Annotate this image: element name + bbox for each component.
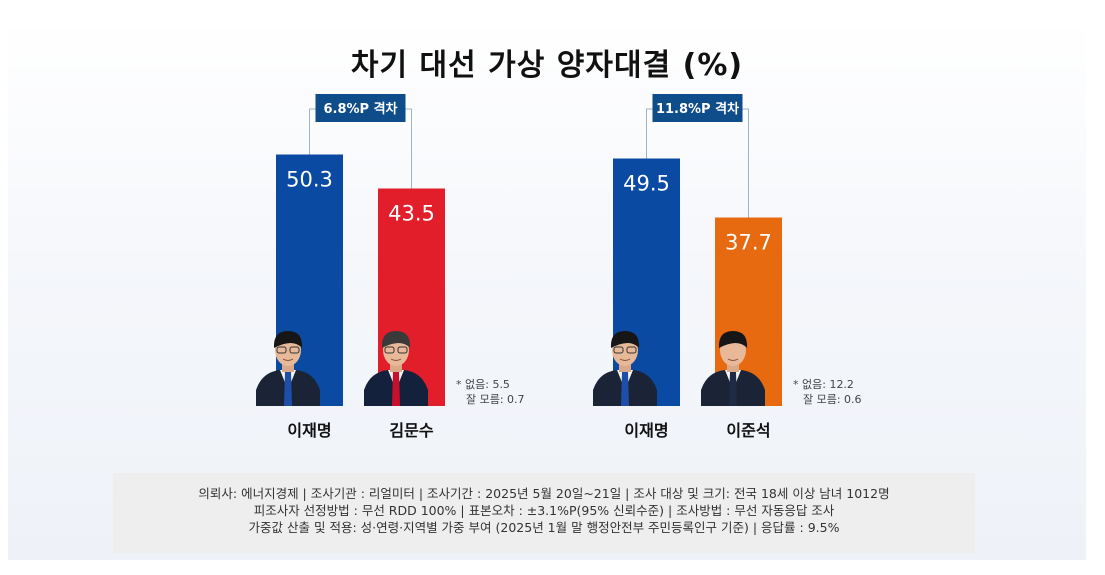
candidate-name-label-group1-2: 김문수: [389, 421, 433, 440]
survey-methodology-box: 의뢰사: 에너지경제 | 조사기관 : 리얼미터 | 조사기간 : 2025년 …: [113, 473, 975, 553]
chart-panel: 차기 대선 가상 양자대결 (%) 50.3 이재명 43.5 김문수 6.8%P 격차…: [8, 18, 1086, 560]
note-none-group1: * 없음: 5.5: [456, 378, 510, 391]
candidate-name-label-group1-1: 이재명: [287, 421, 331, 440]
gap-badge-group1: [315, 94, 406, 122]
bar-value-label-group2-1: 49.5: [623, 172, 670, 196]
note-none-group2: * 없음: 12.2: [793, 378, 854, 391]
gap-connector-right-group2: [697, 108, 749, 218]
note-unsure-group2: 잘 모름: 0.6: [803, 393, 862, 406]
bar-chart-plot: 50.3 이재명 43.5 김문수 6.8%P 격차 * 없음: 5.5 잘 모름: 0.7…: [256, 94, 862, 440]
kim-moon-soo-portrait-icon: [364, 331, 428, 406]
bar-group1-2: [378, 188, 445, 406]
survey-note-line-3: 가중값 산출 및 적용: 성·연령·지역별 가중 부여 (2025년 1월 말 …: [248, 520, 840, 535]
lee-jae-myung-portrait-icon: [256, 331, 320, 406]
lee-jae-myung-portrait-icon: [593, 331, 657, 406]
bar-value-label-group1-1: 50.3: [286, 168, 333, 192]
gap-badge-group2: [652, 94, 743, 122]
gap-badge-label-group1: 6.8%P 격차: [323, 101, 397, 117]
survey-note-line-2: 피조사자 선정방법 : 무선 RDD 100% | 표본오차 : ±3.1%P(…: [253, 503, 835, 518]
candidate-name-label-group2-2: 이준석: [726, 421, 770, 440]
gap-badge-label-group2: 11.8%P 격차: [656, 101, 739, 117]
note-unsure-group1: 잘 모름: 0.7: [466, 393, 525, 406]
bar-value-label-group1-2: 43.5: [388, 202, 435, 226]
bar-value-label-group2-2: 37.7: [725, 231, 772, 255]
candidate-name-label-group2-1: 이재명: [624, 421, 668, 440]
lee-jun-seok-portrait-icon: [701, 331, 765, 406]
survey-note-line-1: 의뢰사: 에너지경제 | 조사기관 : 리얼미터 | 조사기간 : 2025년 …: [198, 486, 890, 501]
chart-title: 차기 대선 가상 양자대결 (%): [350, 48, 744, 83]
